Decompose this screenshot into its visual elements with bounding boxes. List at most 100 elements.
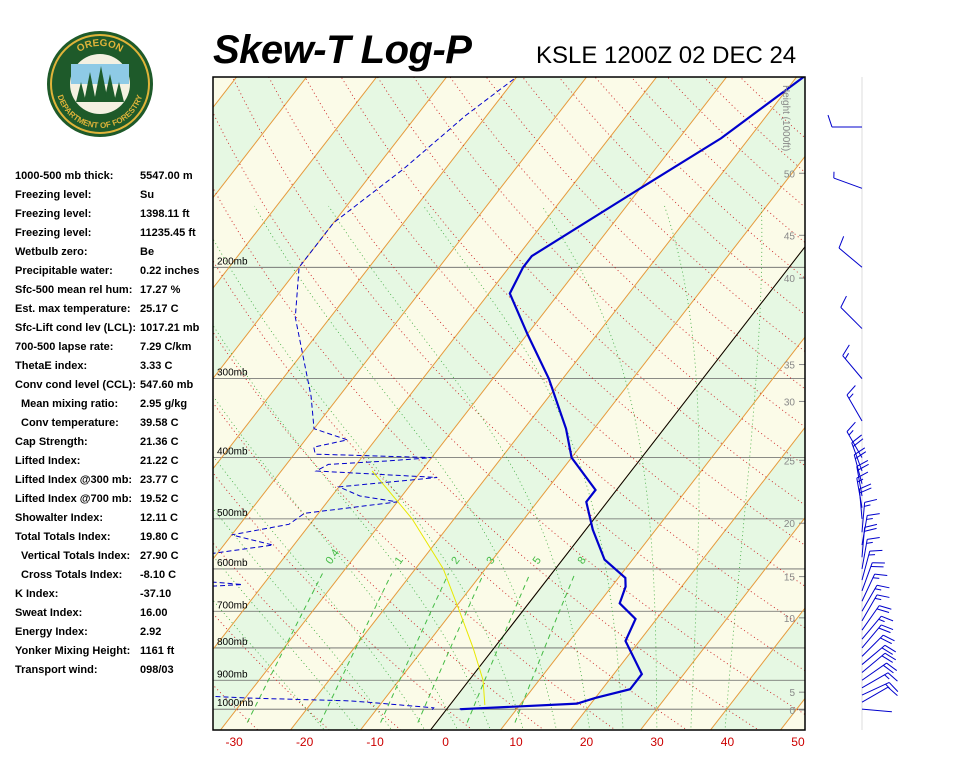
isotherm-line: [213, 77, 588, 560]
isotherm-band: [846, 48, 960, 735]
stat-label: Cap Strength:: [15, 436, 88, 448]
isotherm-line: [0, 48, 189, 735]
wind-barb: [861, 584, 890, 612]
stat-row: Est. max temperature: 25.17 C: [15, 300, 220, 319]
dry-adiabat: [213, 111, 805, 715]
wind-barb: [861, 686, 898, 703]
stat-label: Vertical Totals Index:: [21, 550, 131, 562]
stat-value: 7.29 C/km: [140, 341, 192, 353]
pressure-label: 500mb: [217, 508, 248, 519]
stat-value: 17.27 %: [140, 284, 181, 296]
wind-barb-half-flag: [874, 588, 882, 591]
stat-label: Sfc-Lift cond lev (LCL):: [15, 322, 136, 334]
stat-row: 700-500 lapse rate: 7.29 C/km: [15, 338, 220, 357]
wind-barb-shaft: [840, 307, 863, 329]
mixing-ratio-line: [246, 573, 323, 723]
wind-barb-shaft: [861, 502, 866, 533]
dry-adiabat: [213, 187, 760, 730]
wind-barb-flag: [884, 652, 897, 661]
temperature-profile: [459, 77, 805, 711]
isotherm-line: [569, 426, 805, 730]
wind-barb-shaft: [861, 562, 873, 592]
stat-row: Freezing level: 11235.45 ft: [15, 224, 220, 243]
wind-barb: [861, 624, 894, 649]
wind-barb-flag: [881, 624, 894, 631]
wind-barb-shaft: [861, 652, 886, 673]
pressure-label: 600mb: [217, 558, 248, 569]
stat-label: Transport wind:: [15, 664, 98, 676]
mixing-ratio-label: 2: [449, 555, 462, 567]
pressure-label: 800mb: [217, 637, 248, 648]
height-tick-label: 20: [784, 519, 796, 530]
mixing-ratio-line: [319, 573, 393, 723]
stat-row: Yonker Mixing Height: 1161 ft: [15, 642, 220, 661]
mixing-ratio-label: 8: [575, 555, 588, 567]
wind-barb-flag: [869, 549, 883, 552]
isotherm-band: [213, 77, 727, 730]
parcel-profile: [371, 470, 486, 706]
x-tick-label: -20: [296, 735, 314, 749]
stat-label: Freezing level:: [15, 189, 92, 201]
wind-barb-flag: [846, 421, 856, 432]
mixing-ratio-label: 5: [531, 555, 544, 567]
stat-label: Lifted Index:: [15, 455, 81, 467]
height-tick-label: 10: [784, 614, 796, 625]
stat-row: Freezing level: 1398.11 ft: [15, 205, 220, 224]
wind-barb-flag: [857, 463, 869, 471]
wind-barb-shaft: [846, 394, 863, 422]
wind-barb-flag: [840, 295, 847, 308]
stat-label: Freezing level:: [15, 208, 92, 220]
wind-barb: [861, 672, 898, 689]
logo-trees: [76, 66, 124, 102]
wind-barb-flag: [859, 483, 872, 490]
wind-barb-half-flag: [844, 353, 850, 359]
isotherm-line: [213, 77, 308, 199]
wind-barb-half-flag: [866, 518, 873, 520]
height-tick-label: 15: [784, 573, 796, 584]
stat-row: Showalter Index: 12.11 C: [15, 509, 220, 528]
stat-value: 21.22 C: [140, 455, 179, 467]
height-tick-label: 35: [784, 361, 796, 372]
stat-value: -8.10 C: [140, 569, 177, 581]
mixing-ratio-line: [380, 573, 449, 723]
wind-barb-flag: [876, 594, 890, 598]
wind-barb: [861, 662, 898, 681]
stat-row: Sweat Index: 16.00: [15, 604, 220, 623]
stat-row: Sfc-500 mean rel hum: 17.27 %: [15, 281, 220, 300]
stat-value: 25.17 C: [140, 303, 179, 315]
wind-barb-shaft: [861, 605, 880, 631]
wind-barb-shaft: [861, 515, 868, 546]
stat-value: 0.22 inches: [140, 265, 200, 277]
wind-barb: [861, 594, 890, 622]
wind-barb-half-flag: [885, 683, 891, 690]
height-tick-label: 40: [784, 274, 796, 285]
stat-label: Conv temperature:: [21, 417, 119, 429]
wind-barb-half-flag: [857, 478, 864, 483]
wind-barb: [861, 498, 878, 533]
stat-label: Freezing level:: [15, 227, 92, 239]
stat-row: Freezing level: Su: [15, 186, 220, 205]
wind-barb: [861, 708, 892, 713]
wind-barb: [861, 537, 880, 570]
wind-barb: [840, 295, 863, 329]
dry-adiabat: [213, 402, 545, 730]
isotherm-line: [0, 48, 119, 735]
wind-barb-shaft: [842, 355, 863, 379]
wind-barb-shaft: [861, 686, 889, 703]
wind-barb-flag: [882, 634, 895, 642]
wind-barb-shaft: [861, 662, 887, 681]
stat-label: Est. max temperature:: [15, 303, 131, 315]
isotherm-line: [219, 77, 728, 730]
wind-barb-flag: [881, 647, 893, 655]
wind-barb-flag: [867, 513, 880, 516]
wind-barb-half-flag: [848, 430, 854, 436]
pressure-label: 300mb: [217, 368, 248, 379]
stat-value: 12.11 C: [140, 512, 178, 524]
wind-barb-flag: [886, 662, 898, 671]
height-tick-label: 30: [784, 397, 796, 408]
pressure-label: 900mb: [217, 669, 248, 680]
dry-adiabat: [0, 77, 191, 735]
stat-row: Cross Totals Index: -8.10 C: [15, 566, 220, 585]
stat-value: 11235.45 ft: [140, 227, 196, 239]
moist-adiabat: [253, 205, 557, 730]
